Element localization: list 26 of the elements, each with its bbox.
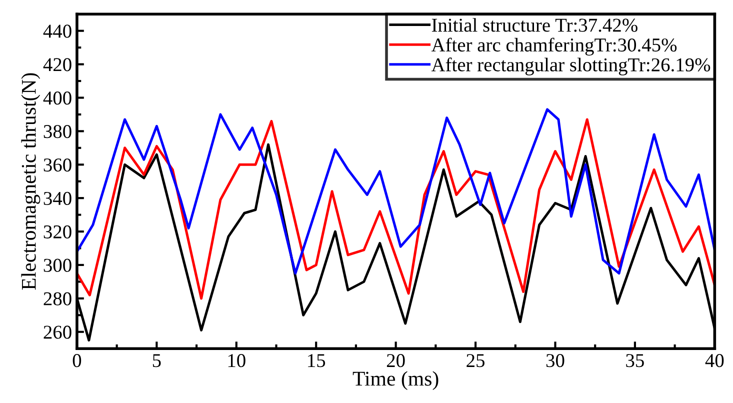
x-tick-label: 25 bbox=[466, 354, 484, 368]
y-tick-label: 360 bbox=[44, 158, 72, 172]
x-tick-label: 35 bbox=[626, 354, 644, 368]
y-tick-label: 340 bbox=[44, 192, 72, 206]
y-tick-label: 280 bbox=[44, 292, 72, 306]
y-tick-label: 420 bbox=[43, 58, 72, 72]
x-tick-label: 40 bbox=[705, 354, 724, 368]
legend-label: Initial structure Tr:37.42% bbox=[432, 18, 638, 32]
y-tick-label: 300 bbox=[44, 258, 72, 272]
x-tick-label: 15 bbox=[308, 354, 326, 368]
y-tick-label: 380 bbox=[44, 124, 72, 138]
y-tick-label: 400 bbox=[43, 92, 72, 105]
line-series bbox=[76, 118, 715, 300]
x-tick-label: 10 bbox=[228, 354, 246, 368]
x-tick-label: 20 bbox=[386, 354, 405, 368]
y-tick-label: 440 bbox=[43, 24, 72, 38]
x-tick-label: 30 bbox=[546, 354, 564, 368]
legend-label: After arc chamferingTr:30.45% bbox=[431, 38, 677, 56]
y-tick-label: 260 bbox=[44, 326, 72, 339]
legend-label: After rectangular slottingTr:26.19% bbox=[431, 58, 710, 76]
x-tick-label: 0 bbox=[72, 354, 82, 368]
y-axis-title: Electromagnetic thrust(N) bbox=[21, 73, 40, 290]
y-tick-label: 320 bbox=[44, 225, 72, 238]
x-tick-label: 5 bbox=[152, 354, 161, 368]
x-axis-title: Time (ms) bbox=[352, 371, 438, 390]
line-series bbox=[76, 108, 715, 275]
